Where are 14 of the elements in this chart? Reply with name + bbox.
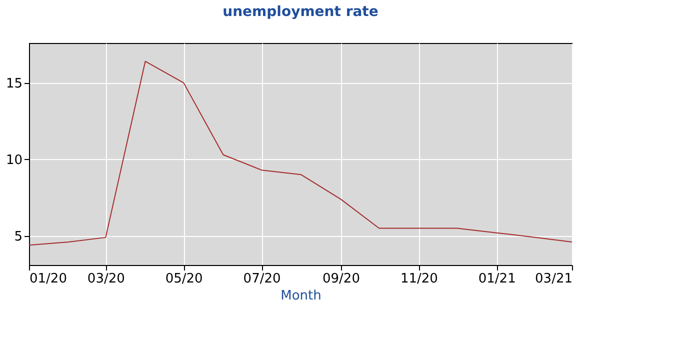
x-tick-label: 03/20 bbox=[87, 272, 125, 286]
x-tick-label: 03/21 bbox=[535, 272, 572, 286]
y-tick-label: 15 bbox=[6, 76, 22, 92]
x-tick-label: 01/21 bbox=[478, 272, 516, 286]
y-tick-label: 10 bbox=[6, 152, 22, 168]
x-tick-label: 09/20 bbox=[322, 272, 360, 286]
x-axis-title: Month bbox=[280, 288, 322, 304]
x-tick-label: 07/20 bbox=[243, 272, 281, 286]
x-tick-label: 01/20 bbox=[30, 272, 67, 286]
line-series bbox=[28, 60, 572, 246]
x-tick-label: 05/20 bbox=[165, 272, 203, 286]
y-tick-label: 5 bbox=[14, 229, 22, 244]
x-tick-label: 11/20 bbox=[400, 272, 438, 286]
chart-title: unemployment rate bbox=[222, 4, 378, 20]
